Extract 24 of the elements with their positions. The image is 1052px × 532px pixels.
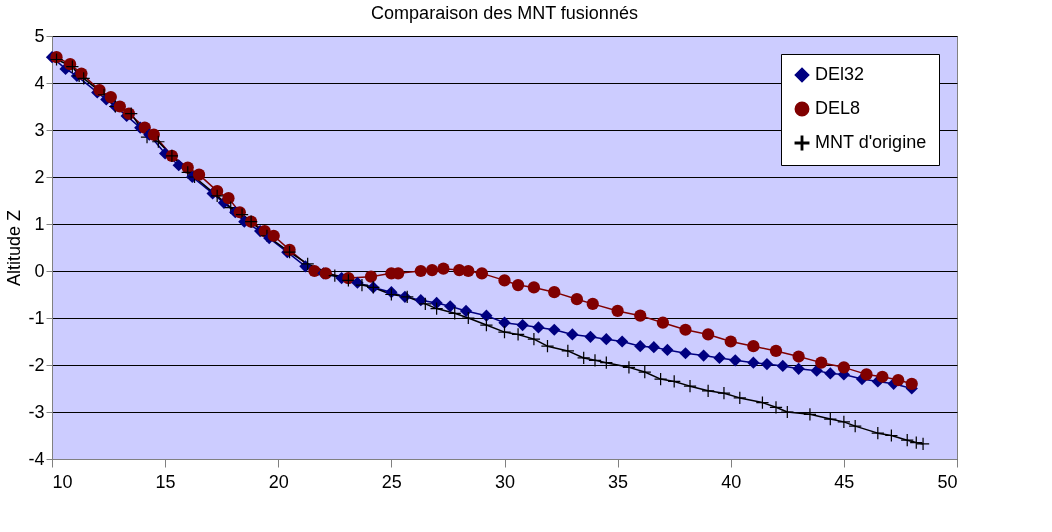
x-tick-label: 20: [268, 471, 289, 492]
legend-label: MNT d'origine: [815, 132, 927, 152]
x-tick-label: 10: [52, 471, 73, 492]
y-tick-label: -2: [28, 354, 45, 375]
x-tick-label: 15: [155, 471, 176, 492]
x-tick-label: 30: [494, 471, 516, 492]
x-tick-label: 25: [381, 471, 402, 492]
x-tick-label: 35: [608, 471, 629, 492]
chart-title: Comparaison des MNT fusionnés: [371, 3, 638, 23]
x-tick-label: 40: [721, 471, 742, 492]
y-tick-label: 4: [34, 72, 45, 93]
y-tick-label: 3: [34, 119, 45, 140]
y-axis-title: Altitude Z: [4, 209, 25, 287]
y-tick-label: 5: [34, 25, 45, 46]
y-tick-label: -3: [28, 401, 45, 422]
x-tick-label: 45: [834, 471, 855, 492]
y-tick-label: 1: [34, 213, 45, 234]
y-tick-label: -4: [28, 448, 45, 469]
legend-label: DEl32: [815, 64, 865, 84]
y-tick-label: 0: [34, 260, 45, 281]
y-tick-label: -1: [28, 307, 45, 328]
legend-label: DEL8: [815, 98, 861, 118]
y-tick-label: 2: [34, 166, 45, 187]
x-tick-label: 50: [937, 471, 958, 492]
